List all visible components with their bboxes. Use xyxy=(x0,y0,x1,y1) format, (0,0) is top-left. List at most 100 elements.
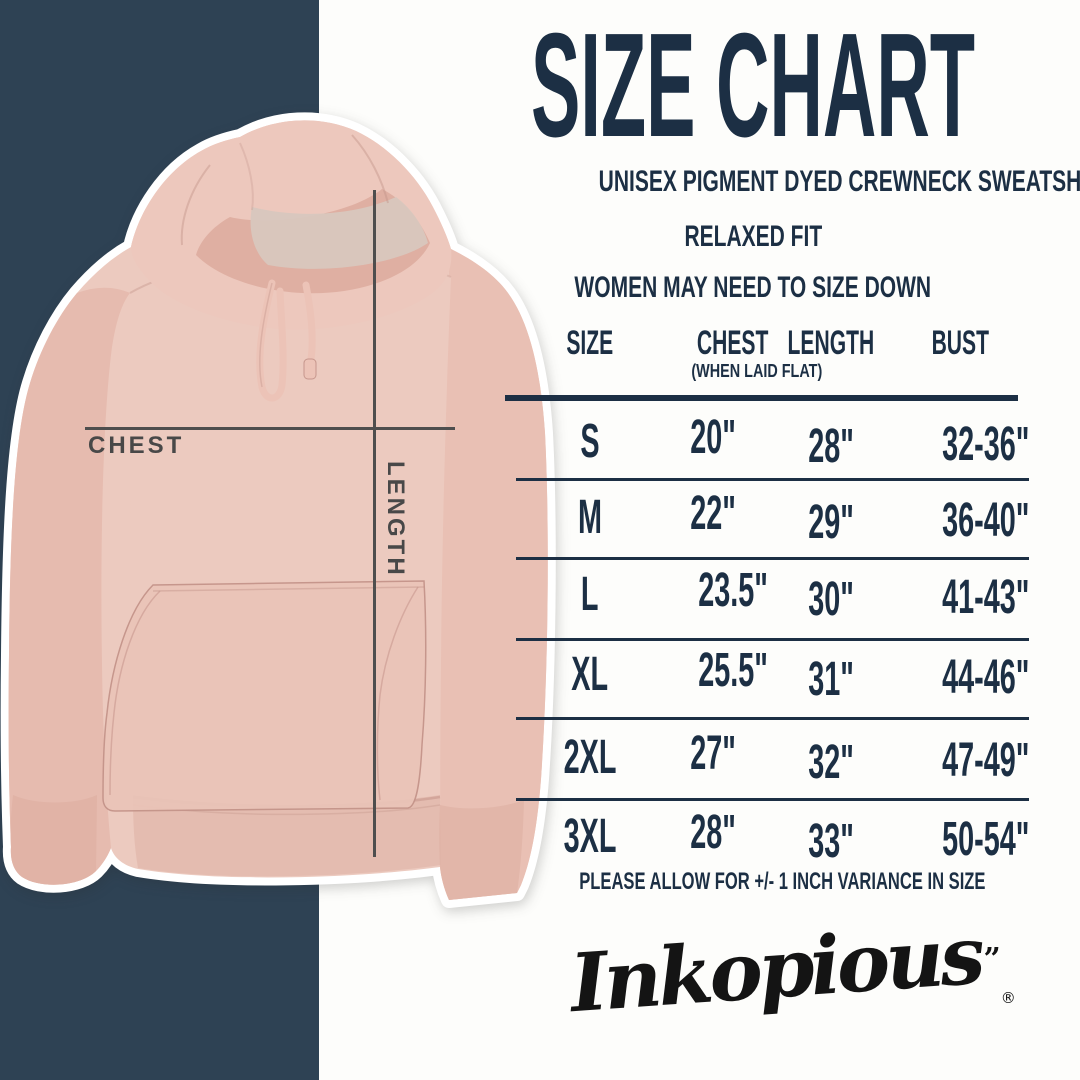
cell-bust-text: 50-54" xyxy=(942,812,1030,866)
brand-logo: Inkopious” ® xyxy=(488,908,1018,1042)
cell-chest-text: 25.5" xyxy=(698,643,768,697)
cell-length-text: 28" xyxy=(808,419,854,473)
cell-chest-text: 23.5" xyxy=(698,563,768,617)
cell-size-text: M xyxy=(577,490,602,544)
hoodie-hem-band xyxy=(133,795,441,877)
table-row: M 22" 29" 36-40" xyxy=(505,477,1030,557)
cell-length-text: 33" xyxy=(808,814,854,868)
cell-bust: 32-36" xyxy=(913,417,1029,472)
row-divider xyxy=(516,798,1029,801)
cell-size-text: 2XL xyxy=(563,730,617,784)
row-divider xyxy=(516,478,1029,481)
cell-bust: 44-46" xyxy=(913,650,1029,705)
product-subtitle: UNISEX PIGMENT DYED CREWNECK SWEATSHIRT xyxy=(488,167,1080,197)
hood-heather-insert xyxy=(250,197,428,269)
cell-bust-text: 47-49" xyxy=(942,733,1030,787)
chest-label: CHEST xyxy=(88,432,185,459)
hood-fold-mid xyxy=(239,142,254,211)
sizing-advice-text: WOMEN MAY NEED TO SIZE DOWN xyxy=(574,271,932,304)
pocket-stitch-left xyxy=(109,590,161,796)
table-row: XL 25.5" 31" 44-46" xyxy=(505,634,1030,714)
hood-fold-right xyxy=(351,134,389,204)
cell-bust-text: 32-36" xyxy=(942,417,1030,471)
product-subtitle-text: UNISEX PIGMENT DYED CREWNECK SWEATSHIRT xyxy=(598,165,1080,198)
cell-size: XL xyxy=(505,647,675,702)
cell-chest: 22" xyxy=(675,486,749,541)
cell-length-text: 29" xyxy=(808,495,854,549)
hoodie-right-cuff xyxy=(439,800,524,900)
row-divider xyxy=(516,638,1029,641)
column-header-size: SIZE xyxy=(505,326,675,379)
hoodie-photo xyxy=(0,112,556,908)
cell-size-text: XL xyxy=(571,647,609,701)
page-title-text: SIZE CHART xyxy=(531,3,975,168)
drawstring-shadow xyxy=(259,282,273,388)
column-header-chest-text: CHEST xyxy=(696,324,769,362)
cell-size: S xyxy=(505,414,675,469)
chest-subnote-text: (WHEN LAID FLAT) xyxy=(691,361,823,381)
variance-note-text: PLEASE ALLOW FOR +/- 1 INCH VARIANCE IN … xyxy=(579,868,986,895)
hoodie-left-cuff xyxy=(10,795,97,885)
cell-length: 29" xyxy=(749,495,913,550)
table-row: 2XL 27" 32" 47-49" xyxy=(505,717,1030,797)
cell-length-text: 31" xyxy=(808,652,854,706)
cell-chest-text: 27" xyxy=(690,726,736,780)
cell-length-text: 30" xyxy=(808,572,854,626)
cell-length: 28" xyxy=(749,419,913,474)
column-header-bust-text: BUST xyxy=(931,324,989,362)
pocket-stitch-right xyxy=(376,586,419,801)
table-header-rule xyxy=(505,395,1018,401)
brand-logo-flourish: ” xyxy=(983,942,1001,977)
length-label: LENGTH xyxy=(382,461,409,578)
row-divider xyxy=(516,717,1029,720)
length-measure-line xyxy=(373,190,376,857)
column-header-length: LENGTH xyxy=(749,326,913,379)
hoodie-left-sleeve xyxy=(8,287,130,885)
cell-size: 3XL xyxy=(505,809,675,864)
cell-chest-text: 28" xyxy=(690,805,736,859)
cell-chest-text: 20" xyxy=(690,410,736,464)
chest-measure-line xyxy=(85,427,455,430)
column-header-chest: CHEST (WHEN LAID FLAT) xyxy=(675,326,822,380)
hoodie-right-sleeve xyxy=(436,249,548,900)
cell-bust: 36-40" xyxy=(913,493,1029,548)
cell-chest: 25.5" xyxy=(675,643,768,698)
page-title: SIZE CHART xyxy=(488,3,1018,168)
cell-size-text: 3XL xyxy=(563,809,617,863)
cell-length: 31" xyxy=(749,652,913,707)
fit-subtitle: RELAXED FIT xyxy=(488,220,1018,253)
cell-bust-text: 36-40" xyxy=(942,493,1030,547)
drawstring-left xyxy=(256,279,287,402)
cell-length: 30" xyxy=(749,572,913,627)
cell-size: L xyxy=(505,567,675,622)
cell-bust: 47-49" xyxy=(913,733,1029,788)
sizing-advice: WOMEN MAY NEED TO SIZE DOWN xyxy=(488,271,1018,304)
cell-length: 32" xyxy=(749,735,913,790)
cell-bust: 50-54" xyxy=(913,812,1029,867)
column-header-length-text: LENGTH xyxy=(787,324,875,362)
cell-size: 2XL xyxy=(505,730,675,785)
registered-trademark-icon: ® xyxy=(1000,989,1016,1007)
row-divider xyxy=(516,557,1029,560)
hoodie-pocket xyxy=(102,580,427,812)
cell-length-text: 32" xyxy=(808,735,854,789)
cell-chest: 23.5" xyxy=(675,563,768,618)
cell-chest: 28" xyxy=(675,805,749,860)
cell-bust-text: 41-43" xyxy=(942,570,1030,624)
cell-chest: 20" xyxy=(675,410,749,465)
cell-size: M xyxy=(505,490,675,545)
brand-logo-text: Inkopious xyxy=(567,907,985,1031)
cell-bust-text: 44-46" xyxy=(942,650,1030,704)
size-table-header: SIZE CHEST (WHEN LAID FLAT) LENGTH BUST xyxy=(505,324,1030,380)
drawstring-tip xyxy=(303,358,317,380)
fit-subtitle-text: RELAXED FIT xyxy=(684,220,822,253)
table-row: S 20" 28" 32-36" xyxy=(505,401,1030,481)
table-row: 3XL 28" 33" 50-54" xyxy=(505,796,1030,876)
cell-bust: 41-43" xyxy=(913,570,1029,625)
column-header-size-text: SIZE xyxy=(566,324,614,362)
cell-chest: 27" xyxy=(675,726,749,781)
chest-subnote: (WHEN LAID FLAT) xyxy=(675,362,822,380)
pocket-stitch-top xyxy=(152,586,425,592)
cell-size-text: S xyxy=(580,414,600,468)
